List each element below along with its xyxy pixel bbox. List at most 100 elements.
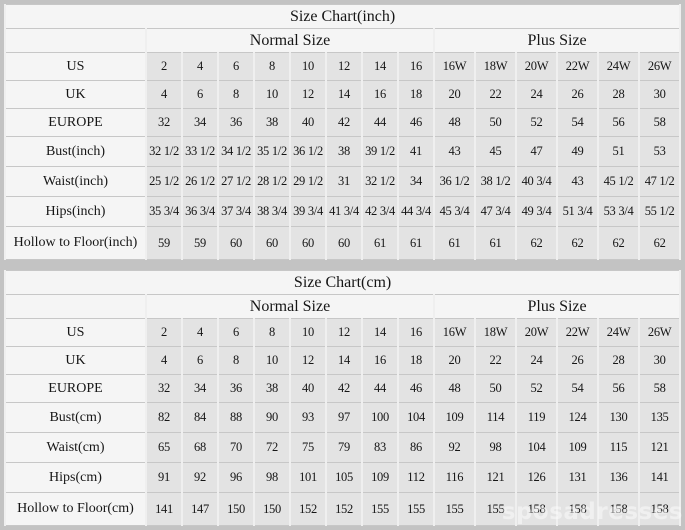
size-value-cell: 131 (556, 462, 599, 493)
size-value-cell: 20W (515, 318, 558, 347)
size-value-cell: 152 (289, 492, 327, 526)
size-value-cell: 22W (556, 318, 599, 347)
size-value-cell: 46 (397, 374, 435, 403)
size-value-cell: 16 (361, 346, 399, 375)
size-value-cell: 141 (145, 492, 183, 526)
size-value-cell: 98 (474, 432, 517, 463)
size-value-cell: 53 3/4 (597, 196, 640, 227)
size-value-cell: 16 (397, 52, 435, 81)
size-value-cell: 121 (637, 432, 682, 463)
size-value-cell: 158 (637, 492, 682, 526)
size-value-cell: 44 (361, 374, 399, 403)
size-value-cell: 93 (289, 402, 327, 433)
size-value-cell: 43 (433, 136, 476, 167)
size-value-cell: 62 (556, 226, 599, 260)
size-value-cell: 124 (556, 402, 599, 433)
size-value-cell: 90 (253, 402, 291, 433)
table-row: Waist(inch) 25 1/2 26 1/2 27 1/2 28 1/2 29 1/… (4, 166, 682, 197)
size-value-cell: 114 (474, 402, 517, 433)
size-value-cell: 115 (597, 432, 640, 463)
size-value-cell: 20W (515, 52, 558, 81)
table-row: Hips(inch) 35 3/4 36 3/4 37 3/4 38 3/4 39 3/4… (4, 196, 682, 227)
size-value-cell: 8 (253, 318, 291, 347)
size-value-cell: 152 (325, 492, 363, 526)
row-label: Bust(cm) (4, 402, 147, 433)
size-value-cell: 158 (597, 492, 640, 526)
row-label: EUROPE (4, 374, 147, 403)
size-value-cell: 54 (556, 108, 599, 137)
size-value-cell: 54 (556, 374, 599, 403)
size-value-cell: 47 1/2 (637, 166, 682, 197)
size-value-cell: 40 3/4 (515, 166, 558, 197)
size-value-cell: 10 (253, 80, 291, 109)
table-row: UK 4 6 8 10 12 14 16 18 20 22 24 26 28 30 (4, 80, 682, 109)
size-value-cell: 44 (361, 108, 399, 137)
size-value-cell: 24 (515, 80, 558, 109)
table-title: Size Chart(cm) (3, 270, 682, 295)
table-row: Waist(cm) 65 68 70 72 75 79 83 86 92 98 104 109 115 12… (4, 432, 682, 463)
size-value-cell: 14 (361, 52, 399, 81)
tables-region: Size Chart(inch) Normal Size Plus Size U… (3, 4, 682, 526)
size-value-cell: 116 (433, 462, 476, 493)
size-value-cell: 79 (325, 432, 363, 463)
size-value-cell: 84 (181, 402, 219, 433)
size-value-cell: 38 (325, 136, 363, 167)
row-label: EUROPE (4, 108, 147, 137)
size-value-cell: 32 1/2 (145, 136, 183, 167)
size-value-cell: 18 (397, 80, 435, 109)
size-value-cell: 72 (253, 432, 291, 463)
size-value-cell: 70 (217, 432, 255, 463)
size-value-cell: 22W (556, 52, 599, 81)
size-value-cell: 36 (217, 374, 255, 403)
size-value-cell: 58 (637, 108, 682, 137)
size-value-cell: 31 (325, 166, 363, 197)
size-value-cell: 112 (397, 462, 435, 493)
size-value-cell: 47 (515, 136, 558, 167)
size-value-cell: 22 (474, 80, 517, 109)
size-value-cell: 18W (474, 318, 517, 347)
size-value-cell: 4 (181, 318, 219, 347)
size-value-cell: 55 1/2 (637, 196, 682, 227)
size-value-cell: 42 3/4 (361, 196, 399, 227)
size-value-cell: 147 (181, 492, 219, 526)
size-value-cell: 36 1/2 (289, 136, 327, 167)
size-value-cell: 126 (515, 462, 558, 493)
size-value-cell: 12 (325, 318, 363, 347)
size-value-cell: 48 (433, 108, 476, 137)
size-value-cell: 10 (289, 318, 327, 347)
table-row: Hollow to Floor(cm) 141 147 150 150 152 152 155… (4, 492, 682, 526)
table-row: EUROPE 32 34 36 38 40 42 44 46 48 50 52 54 56 58 (4, 108, 682, 137)
size-value-cell: 35 3/4 (145, 196, 183, 227)
size-value-cell: 59 (181, 226, 219, 260)
size-value-cell: 20 (433, 346, 476, 375)
size-value-cell: 4 (145, 346, 183, 375)
table-row: UK 4 6 8 10 12 14 16 18 20 22 24 26 28 30 (4, 346, 682, 375)
size-value-cell: 32 (145, 374, 183, 403)
row-label: US (4, 318, 147, 347)
size-value-cell: 48 (433, 374, 476, 403)
size-value-cell: 61 (361, 226, 399, 260)
size-value-cell: 32 1/2 (361, 166, 399, 197)
table-title: Size Chart(inch) (3, 4, 682, 29)
size-value-cell: 35 1/2 (253, 136, 291, 167)
size-value-cell: 28 (597, 80, 640, 109)
size-value-cell: 29 1/2 (289, 166, 327, 197)
size-value-cell: 83 (361, 432, 399, 463)
size-value-cell: 121 (474, 462, 517, 493)
size-value-cell: 62 (637, 226, 682, 260)
size-value-cell: 91 (145, 462, 183, 493)
group-header-row: Normal Size Plus Size (4, 294, 682, 319)
group-header-row: Normal Size Plus Size (4, 28, 682, 53)
size-value-cell: 52 (515, 108, 558, 137)
size-value-cell: 59 (145, 226, 183, 260)
size-value-cell: 38 (253, 108, 291, 137)
size-value-cell: 60 (325, 226, 363, 260)
size-value-cell: 16 (361, 80, 399, 109)
size-value-cell: 46 (397, 108, 435, 137)
table-row: Hollow to Floor(inch) 59 59 60 60 60 60 61 61 61 6… (4, 226, 682, 260)
size-value-cell: 49 (556, 136, 599, 167)
size-value-cell: 92 (181, 462, 219, 493)
size-value-cell: 8 (217, 80, 255, 109)
chart-table-wrap: Size Chart(cm) Normal Size Plus Size US 2… (3, 270, 682, 526)
